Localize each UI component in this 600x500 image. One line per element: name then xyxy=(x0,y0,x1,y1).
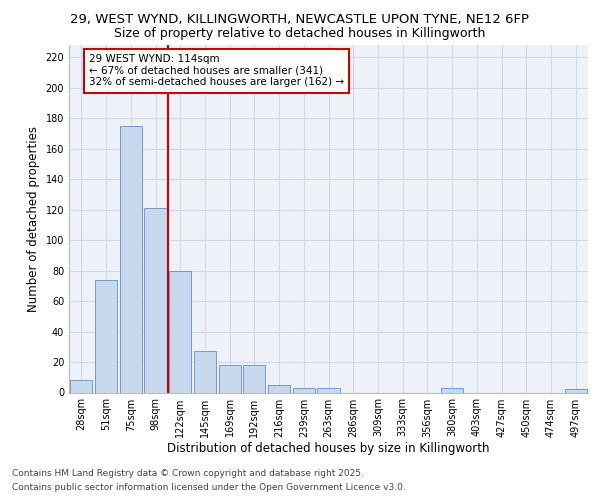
Bar xyxy=(169,270,191,392)
Bar xyxy=(293,388,315,392)
Text: Contains public sector information licensed under the Open Government Licence v3: Contains public sector information licen… xyxy=(12,483,406,492)
Bar xyxy=(95,280,117,392)
Text: 29, WEST WYND, KILLINGWORTH, NEWCASTLE UPON TYNE, NE12 6FP: 29, WEST WYND, KILLINGWORTH, NEWCASTLE U… xyxy=(71,12,530,26)
Text: 29 WEST WYND: 114sqm
← 67% of detached houses are smaller (341)
32% of semi-deta: 29 WEST WYND: 114sqm ← 67% of detached h… xyxy=(89,54,344,88)
Bar xyxy=(145,208,167,392)
Bar xyxy=(317,388,340,392)
Bar xyxy=(119,126,142,392)
X-axis label: Distribution of detached houses by size in Killingworth: Distribution of detached houses by size … xyxy=(167,442,490,456)
Bar xyxy=(218,365,241,392)
Bar xyxy=(268,385,290,392)
Bar xyxy=(194,352,216,393)
Bar xyxy=(243,365,265,392)
Text: Size of property relative to detached houses in Killingworth: Size of property relative to detached ho… xyxy=(115,28,485,40)
Bar xyxy=(70,380,92,392)
Bar xyxy=(565,390,587,392)
Y-axis label: Number of detached properties: Number of detached properties xyxy=(27,126,40,312)
Bar xyxy=(441,388,463,392)
Text: Contains HM Land Registry data © Crown copyright and database right 2025.: Contains HM Land Registry data © Crown c… xyxy=(12,469,364,478)
